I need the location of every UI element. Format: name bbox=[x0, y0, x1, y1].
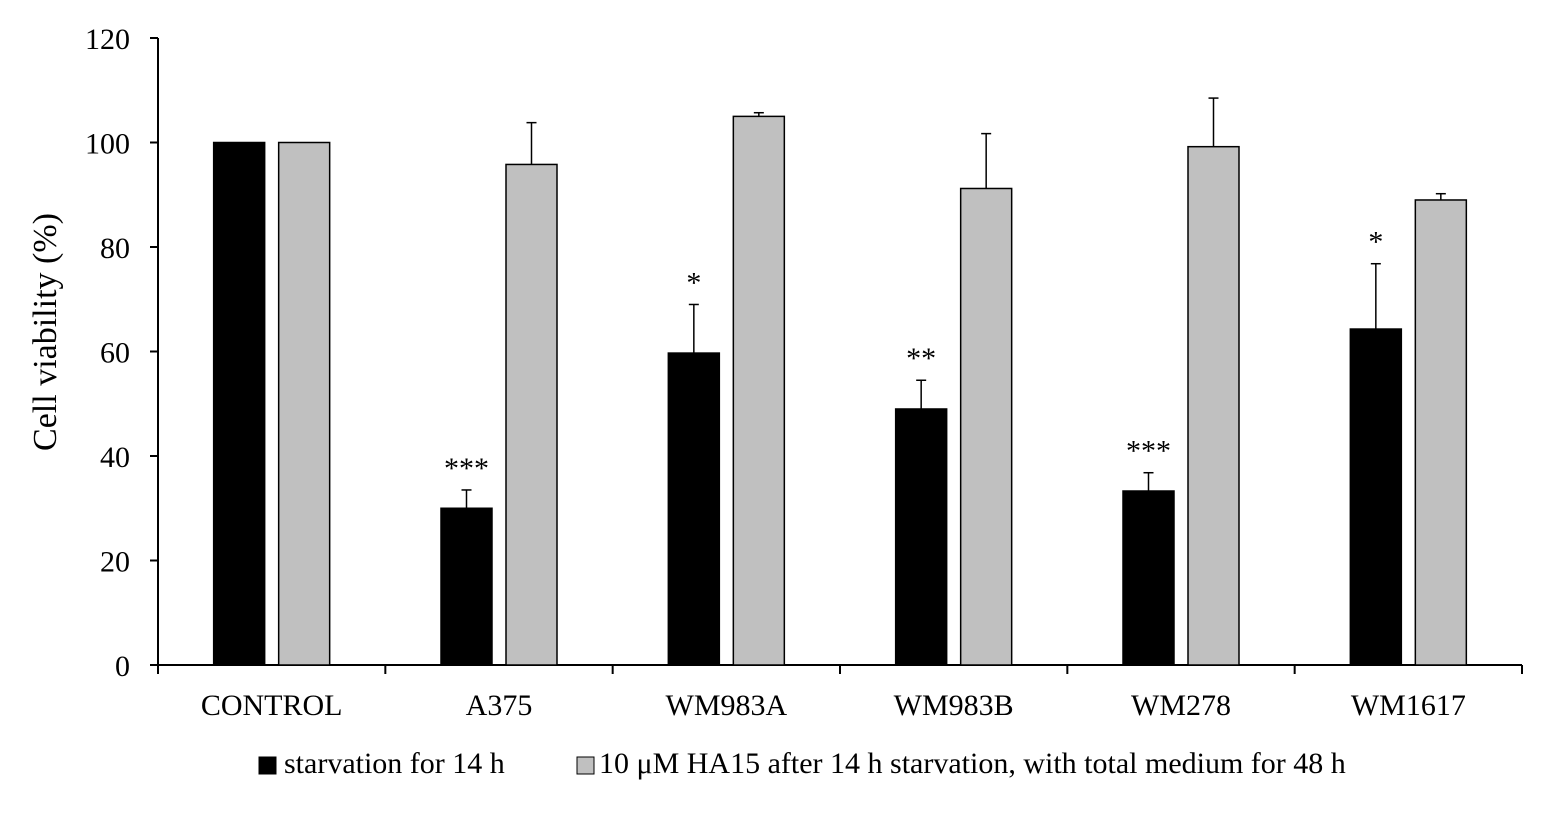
y-axis-label: Cell viability (%) bbox=[27, 213, 64, 451]
bar-starvation bbox=[1349, 328, 1403, 666]
x-tick-label: A375 bbox=[466, 689, 533, 722]
legend-label-ha15: 10 μM HA15 after 14 h starvation, with t… bbox=[599, 747, 1346, 780]
bar-starvation bbox=[440, 507, 493, 666]
y-tick-label: 20 bbox=[100, 546, 130, 579]
y-tick-label: 120 bbox=[85, 23, 130, 56]
bar-ha15 bbox=[732, 115, 786, 666]
significance-label: *** bbox=[444, 452, 489, 485]
x-tick-label: WM1617 bbox=[1351, 689, 1466, 722]
bar-ha15 bbox=[505, 163, 558, 666]
bar-starvation bbox=[894, 408, 948, 666]
y-tick-label: 60 bbox=[100, 337, 130, 370]
legend-swatch-starvation bbox=[258, 756, 277, 775]
legend-swatch-ha15 bbox=[576, 756, 595, 775]
bar-starvation bbox=[212, 141, 266, 666]
y-tick-label: 40 bbox=[100, 441, 130, 474]
significance-label: * bbox=[686, 266, 701, 299]
bar-ha15 bbox=[959, 187, 1013, 666]
x-tick-label: CONTROL bbox=[201, 689, 343, 722]
plot-area: 0 20 40 60 80 100 120 CONTROL *** A375 * WM983A ** WM… bbox=[85, 23, 1523, 722]
x-tick-label: WM983A bbox=[666, 689, 788, 722]
significance-label: *** bbox=[1126, 435, 1171, 468]
legend-label-starvation: starvation for 14 h bbox=[284, 747, 505, 780]
bar-starvation bbox=[667, 352, 721, 666]
significance-label: * bbox=[1368, 226, 1383, 259]
bar-starvation bbox=[1122, 490, 1175, 666]
x-tick-label: WM278 bbox=[1131, 689, 1231, 722]
y-tick-label: 0 bbox=[115, 650, 130, 683]
y-tick-label: 100 bbox=[85, 128, 130, 161]
significance-label: ** bbox=[906, 342, 936, 375]
bar-ha15 bbox=[1414, 199, 1468, 666]
y-tick-label: 80 bbox=[100, 232, 130, 265]
bar-ha15 bbox=[277, 141, 331, 666]
legend: starvation for 14 h 10 μM HA15 after 14 h… bbox=[258, 747, 1346, 780]
bar-ha15 bbox=[1187, 145, 1240, 666]
x-tick-label: WM983B bbox=[894, 689, 1014, 722]
